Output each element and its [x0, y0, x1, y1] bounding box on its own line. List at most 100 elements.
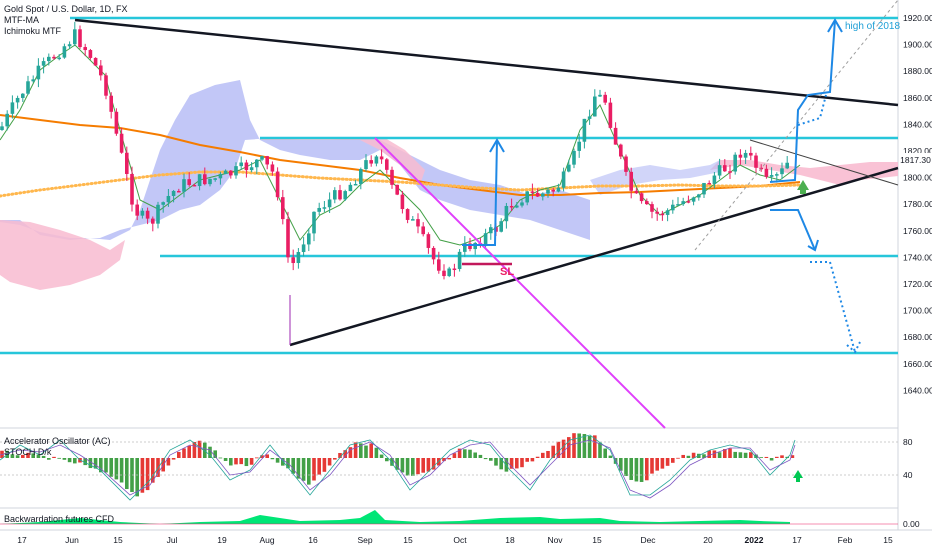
ac-bar [712, 450, 717, 458]
ac-bar [140, 458, 145, 493]
candle-body [353, 183, 358, 186]
candlestick-series [0, 21, 789, 280]
candle-body [639, 193, 644, 202]
ac-bar [676, 457, 680, 459]
candle-body [525, 191, 529, 203]
ac-bar [520, 458, 524, 468]
candle-body [483, 233, 488, 246]
ac-bar [192, 441, 197, 458]
time-tick-label: Dec [640, 535, 656, 545]
ac-bar [109, 458, 113, 477]
ac-bar [582, 434, 587, 458]
ac-bar [613, 458, 618, 464]
indicator-stoch[interactable]: STOCH D/k [4, 447, 52, 457]
thin-trendline [749, 139, 899, 186]
price-axis[interactable]: 1920.00 1900.00 1880.00 1860.00 1840.00 1820.… [903, 13, 932, 395]
ac-bar [291, 458, 295, 474]
ac-bar [405, 458, 410, 476]
ac-bar [431, 458, 436, 470]
candle-body [307, 233, 311, 245]
ac-bar [660, 458, 665, 469]
indicator-backwardation[interactable]: Backwardation futures CFD [4, 514, 115, 524]
candle-body [327, 199, 332, 208]
candle-body [546, 189, 550, 194]
candle-body [114, 111, 119, 134]
arrow-down-1 [770, 209, 816, 251]
high-2018-label: high of 2018 [845, 21, 901, 32]
ac-bar [47, 458, 51, 460]
ac-bar [738, 452, 743, 458]
candle-body [260, 156, 264, 160]
price-tick-label: 1920.00 [903, 13, 932, 23]
ac-bar [73, 458, 77, 464]
ac-bar [15, 455, 20, 458]
price-tick-label: 1760.00 [903, 226, 932, 236]
indicator-ac[interactable]: Accelerator Oscillator (AC) [4, 436, 111, 446]
ac-bar [655, 458, 659, 471]
ac-bar [260, 455, 264, 458]
candle-body [364, 160, 368, 170]
candle-body [665, 210, 670, 215]
price-tick-label: 1780.00 [903, 199, 932, 209]
price-tick-label: 1680.00 [903, 332, 932, 342]
ac-bar [400, 458, 405, 473]
candle-body [379, 156, 384, 160]
ac-bar [171, 458, 176, 460]
ac-bar [83, 458, 87, 466]
candle-body [145, 210, 150, 219]
cloud-bearish-1 [0, 220, 125, 290]
candle-body [431, 247, 436, 260]
price-tick-label: 1700.00 [903, 306, 932, 316]
candle-body [515, 205, 519, 208]
ac-bar [31, 453, 35, 458]
ac-bar [733, 451, 737, 458]
ac-bar [312, 458, 316, 481]
time-tick-label: 2022 [745, 535, 764, 545]
candle-body [551, 189, 555, 192]
candle-body [411, 219, 415, 221]
price-tick-label: 1840.00 [903, 119, 932, 129]
time-axis[interactable]: 17 Jun 15 Jul 19 Aug 16 Sep 15 Oct 18 Nov 15 Dec 20 202… [17, 535, 893, 545]
candle-body [603, 94, 607, 103]
cfd-axis: 0.00 [903, 519, 920, 529]
candle-body [67, 44, 72, 47]
ac-bar [577, 433, 581, 458]
time-tick-label: 19 [217, 535, 227, 545]
indicator-mtf-ma[interactable]: MTF-MA [4, 15, 39, 25]
candle-body [691, 197, 696, 202]
candle-body [93, 57, 98, 66]
candle-body [359, 169, 363, 184]
indicator-ichimoku[interactable]: Ichimoku MTF [4, 26, 62, 36]
ac-bar [639, 458, 644, 482]
ac-bar [187, 445, 191, 458]
ac-bar [244, 458, 249, 467]
ac-bar [634, 458, 639, 482]
price-tick-label: 1800.00 [903, 173, 932, 183]
candle-body [161, 202, 165, 205]
candle-body [541, 193, 545, 197]
candle-body [21, 93, 25, 98]
cfd-tick-label: 0.00 [903, 519, 920, 529]
ac-bar [234, 458, 238, 465]
time-tick-label: 20 [703, 535, 713, 545]
candle-body [36, 65, 41, 80]
candle-body [587, 116, 592, 119]
candle-body [369, 160, 373, 164]
cloud-bullish [0, 80, 590, 240]
time-tick-label: Feb [838, 535, 853, 545]
candle-body [109, 95, 113, 112]
candle-body [291, 257, 295, 264]
price-tick-label: 1860.00 [903, 93, 932, 103]
ac-bar [442, 458, 446, 462]
candle-body [275, 171, 280, 198]
ac-bar [468, 449, 472, 458]
symbol-title[interactable]: Gold Spot / U.S. Dollar, 1D, FX [4, 4, 128, 14]
ac-bar [593, 435, 597, 458]
candle-body [244, 162, 249, 171]
ac-bar [203, 442, 207, 458]
ac-bar [515, 458, 519, 469]
candle-body [504, 205, 509, 222]
magenta-trendline [374, 137, 666, 429]
